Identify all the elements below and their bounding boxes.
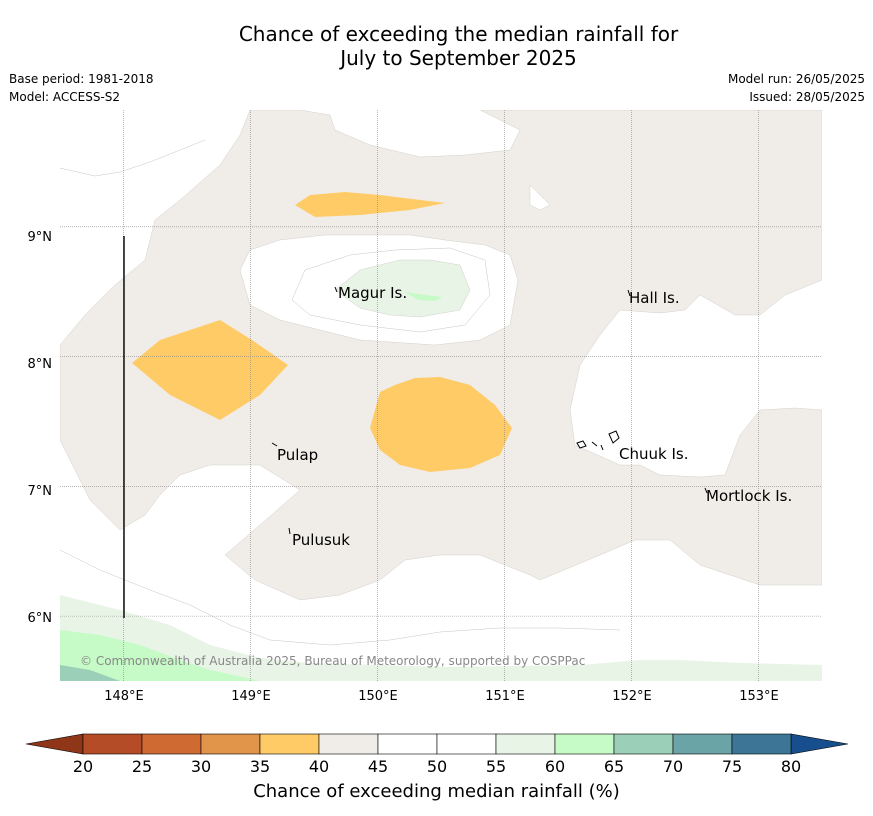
place-label-pulusuk: Pulusuk [292,531,350,549]
colorbar-tick-label: 35 [250,757,270,776]
base-period: Base period: 1981-2018 [9,72,154,86]
model-name: Model: ACCESS-S2 [9,90,121,104]
mortlock-island-shape [704,487,708,494]
colorbar-tick-label: 80 [781,757,801,776]
contour-line-nw [60,139,206,177]
lat-tick-label: 9°N [28,230,53,245]
colorbar-tick-label: 75 [722,757,742,776]
colorbar-tick-label: 40 [309,757,329,776]
lon-tick-label: 153°E [739,689,779,704]
place-label-pulap: Pulap [277,446,318,464]
magur-island-shape [334,286,338,293]
pulusuk-island-shape [288,527,291,535]
chuuk-island-shape [576,430,620,451]
map-title: Chance of exceeding the median rainfall … [0,22,873,70]
colorbar-swatch [436,733,497,755]
model-run: Model run: 26/05/2025 [727,72,865,86]
lon-tick-label: 149°E [231,689,271,704]
contour-55-60-magur [334,259,471,318]
latitude-labels: 9°N 8°N 7°N 6°N [28,230,53,626]
colorbar-swatch [200,733,261,755]
lat-tick-label: 7°N [28,484,53,499]
colorbar-swatch [554,733,615,755]
colorbar-low-extension [25,733,84,755]
place-label-mortlock: Mortlock Is. [706,487,792,505]
lat-tick-label: 6°N [28,611,53,626]
lon-tick-label: 150°E [358,689,398,704]
lon-tick-label: 151°E [485,689,525,704]
colorbar-tick-label: 25 [132,757,152,776]
colorbar-swatch [259,733,320,755]
metadata-right: Model run: 26/05/2025 Issued: 28/05/2025 [728,70,865,106]
colorbar-swatch [731,733,792,755]
contour-35-40-north [295,192,445,217]
title-line-1: Chance of exceeding the median rainfall … [238,22,679,46]
colorbar-ticks: 20 25 30 35 40 45 50 55 60 65 70 75 80 [73,757,801,776]
colorbar-tick-label: 60 [545,757,565,776]
colorbar-tick-label: 45 [368,757,388,776]
contour-fields [60,110,822,681]
contour-65-70-south [60,665,120,681]
hall-island-shape [627,289,631,297]
contour-60-65-south [60,630,260,681]
lon-tick-label: 152°E [612,689,652,704]
colorbar-swatch [672,733,733,755]
issued-date: Issued: 28/05/2025 [749,90,865,104]
colorbar-swatch [613,733,674,755]
colorbar-boxes [25,733,849,755]
lon-tick-label: 148°E [104,689,144,704]
contour-line-sw [60,549,621,646]
contour-60-65-magur [405,292,442,301]
colorbar-tick-label: 55 [486,757,506,776]
colorbar-swatch [377,733,438,755]
contour-35-40-center [370,377,512,472]
graticule [60,110,822,681]
colorbar: 20 25 30 35 40 45 50 55 60 65 70 75 80 [25,733,849,776]
colorbar-swatch [82,733,143,755]
colorbar-tick-label: 20 [73,757,93,776]
metadata-left: Base period: 1981-2018 Model: ACCESS-S2 [9,70,154,106]
place-label-hall: Hall Is. [629,289,680,307]
place-label-chuuk: Chuuk Is. [619,445,688,463]
lat-tick-label: 8°N [28,357,53,372]
colorbar-tick-label: 65 [604,757,624,776]
contour-35-40-west [132,320,288,420]
colorbar-tick-label: 50 [427,757,447,776]
pulap-island-shape [271,442,278,447]
island-markers [271,286,708,535]
colorbar-high-extension [790,733,849,755]
place-label-magur: Magur Is. [338,284,407,302]
contour-inner-ring [291,247,491,333]
colorbar-tick-label: 30 [191,757,211,776]
contour-55-60-south [60,595,822,681]
copyright-notice: © Commonwealth of Australia 2025, Bureau… [80,654,585,668]
colorbar-swatch [318,733,379,755]
colorbar-swatch [495,733,556,755]
title-line-2: July to September 2025 [340,46,577,70]
colorbar-tick-label: 70 [663,757,683,776]
colorbar-swatch [141,733,202,755]
colorbar-label: Chance of exceeding median rainfall (%) [253,781,620,802]
rainfall-map: Magur Is. Hall Is. Pulap Chuuk Is. Mortl… [60,110,822,704]
longitude-labels: 148°E 149°E 150°E 151°E 152°E 153°E [104,689,779,704]
